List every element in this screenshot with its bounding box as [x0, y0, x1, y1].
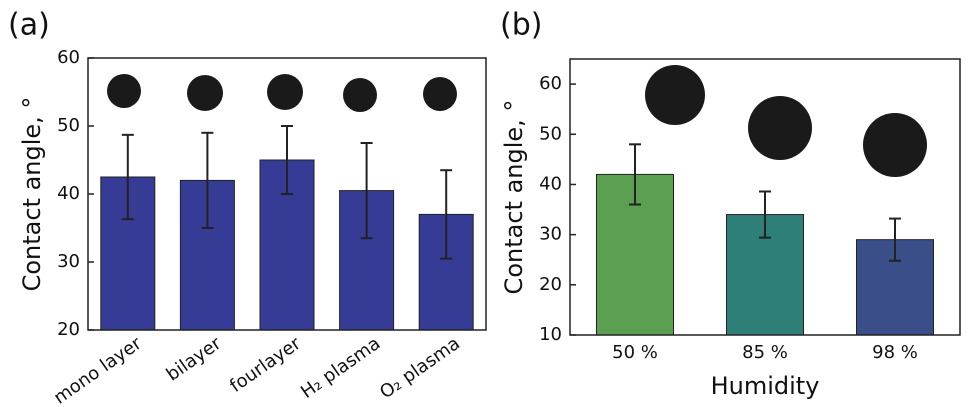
axes-frame: [569, 58, 961, 336]
axes-frame: [87, 57, 487, 331]
y-tick-label: 60: [57, 47, 80, 68]
y-tick-label: 30: [57, 251, 80, 272]
panel-label: (a): [8, 8, 50, 43]
droplet-image: [107, 74, 141, 108]
droplet-image: [423, 77, 457, 111]
x-tick-label: mono layer: [50, 333, 146, 407]
droplet-image: [187, 75, 223, 111]
x-tick-label: fourlayer: [226, 333, 305, 397]
droplet-image: [863, 113, 927, 177]
y-tick-label: 60: [539, 73, 562, 94]
y-tick-label: 10: [539, 324, 562, 345]
droplet-image: [645, 65, 705, 125]
y-tick-label: 50: [57, 115, 80, 136]
y-tick-label: 20: [57, 319, 80, 340]
x-axis-label: Humidity: [711, 372, 820, 400]
y-tick-label: 50: [539, 123, 562, 144]
droplet-image: [748, 96, 812, 160]
droplet-images: [107, 65, 927, 177]
x-tick-label: 50 %: [612, 342, 658, 363]
panel-label: (b): [500, 8, 542, 43]
droplet-image: [343, 78, 377, 112]
x-tick-label: 98 %: [872, 342, 918, 363]
droplet-image: [267, 74, 303, 110]
y-axis-label: Contact angle, °: [500, 100, 528, 295]
bar: [259, 159, 315, 331]
x-tick-label: 85 %: [742, 342, 788, 363]
y-tick-label: 20: [539, 274, 562, 295]
x-tick-label: O₂ plasma: [376, 333, 464, 403]
x-tick-label: bilayer: [163, 333, 226, 386]
y-tick-label: 30: [539, 224, 562, 245]
y-tick-label: 40: [57, 183, 80, 204]
x-tick-label: H₂ plasma: [297, 333, 384, 403]
y-tick-label: 40: [539, 173, 562, 194]
y-axis-label: Contact angle, °: [18, 97, 46, 292]
